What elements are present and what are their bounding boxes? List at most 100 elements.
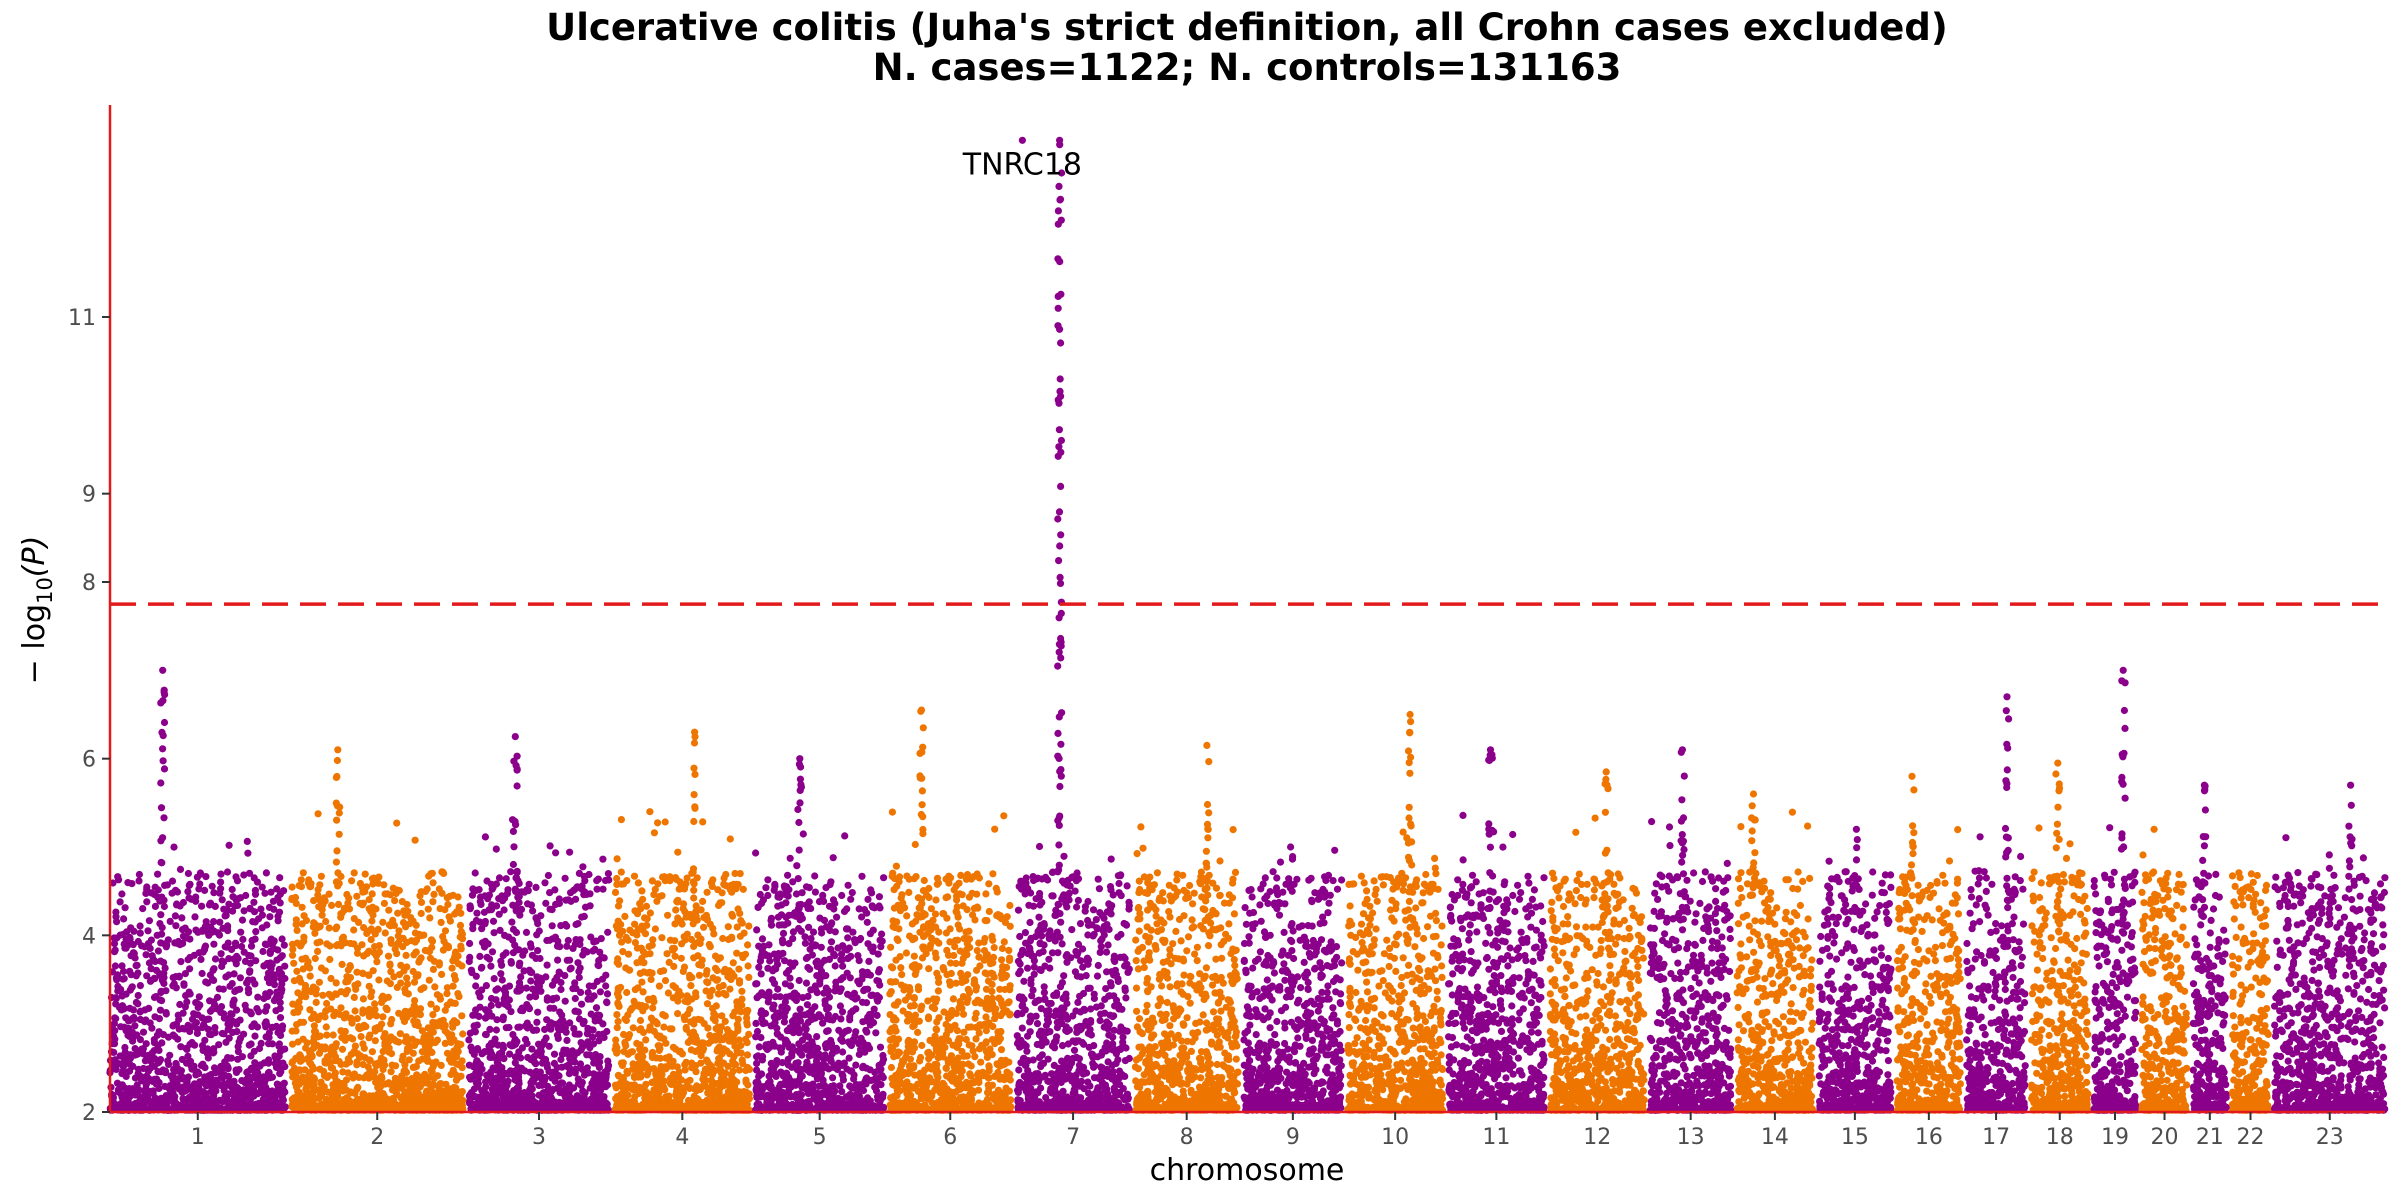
snp-point (149, 1087, 157, 1095)
snp-point (522, 984, 531, 992)
snp-point (118, 890, 126, 898)
snp-point (159, 745, 167, 753)
snp-point (417, 985, 425, 994)
snp-point (513, 867, 521, 875)
snp-point (236, 1034, 244, 1042)
snp-point (301, 1066, 309, 1074)
snp-point (142, 1040, 150, 1048)
snp-point (655, 892, 664, 901)
snp-point (414, 1022, 422, 1030)
snp-point (185, 988, 193, 996)
snp-point (483, 877, 491, 885)
snp-point (348, 877, 356, 885)
snp-point (567, 889, 575, 897)
snp-point (509, 925, 518, 934)
snp-point (290, 959, 298, 967)
snp-point (429, 1011, 437, 1019)
snp-point (669, 946, 677, 954)
snp-point (319, 991, 327, 999)
snp-point (152, 966, 161, 975)
snp-point (143, 1072, 151, 1080)
snp-point (446, 1034, 454, 1042)
snp-point (333, 923, 341, 931)
snp-point (227, 1054, 235, 1062)
snp-point (743, 1021, 751, 1029)
snp-point (365, 905, 373, 913)
snp-point (295, 882, 303, 890)
snp-point (316, 922, 324, 930)
snp-point (729, 959, 737, 967)
snp-point (695, 971, 704, 979)
snp-point (377, 1089, 385, 1097)
snp-point (465, 1061, 473, 1069)
snp-point (417, 898, 426, 907)
snp-point (732, 881, 740, 889)
snp-point (509, 827, 517, 836)
snp-point (699, 897, 707, 906)
snp-point (300, 989, 308, 997)
snp-point (511, 821, 520, 829)
snp-point (251, 980, 259, 988)
snp-point (716, 1093, 724, 1101)
snp-point (317, 872, 325, 880)
snp-point (326, 955, 334, 964)
snp-point (365, 1012, 373, 1021)
snp-point (142, 1016, 150, 1024)
snp-point (686, 974, 694, 982)
snp-point (738, 995, 746, 1003)
snp-point (384, 993, 392, 1001)
snp-point (186, 1027, 194, 1036)
snp-point (576, 964, 584, 972)
snp-point (246, 1008, 254, 1016)
snp-point (120, 1004, 128, 1012)
snp-point (159, 732, 167, 740)
snp-point (148, 1062, 156, 1070)
snp-point (595, 957, 603, 965)
snp-point (237, 928, 245, 936)
snp-point (143, 898, 151, 906)
snp-point (148, 1049, 156, 1057)
snp-point (534, 920, 542, 928)
snp-point (529, 1078, 537, 1086)
snp-point (504, 886, 512, 894)
snp-point (456, 921, 465, 930)
snp-point (416, 1005, 425, 1013)
snp-point (253, 1072, 261, 1080)
snp-point (680, 1084, 688, 1092)
snp-point (429, 879, 437, 887)
snp-point (580, 1017, 588, 1026)
snp-point (367, 936, 375, 944)
snp-point (134, 991, 142, 1000)
snp-point (400, 1090, 408, 1099)
snp-point (372, 905, 380, 913)
snp-point (704, 1058, 712, 1066)
snp-point (565, 1070, 574, 1078)
snp-point (669, 994, 677, 1002)
snp-point (541, 1093, 549, 1101)
snp-point (279, 1059, 287, 1067)
snp-point (453, 1091, 461, 1099)
snp-point (617, 1059, 626, 1067)
snp-point (178, 914, 186, 922)
snp-point (134, 1000, 142, 1008)
snp-point (420, 931, 428, 939)
snp-point (554, 1034, 562, 1042)
snp-point (453, 908, 461, 916)
snp-point (471, 869, 479, 877)
snp-point (641, 914, 649, 922)
snp-point (219, 1098, 227, 1106)
snp-point (459, 1096, 467, 1104)
snp-point (702, 970, 710, 978)
snp-point (646, 808, 654, 816)
snp-point (164, 936, 172, 944)
snp-point (722, 870, 730, 879)
snp-point (622, 1042, 630, 1050)
snp-point (526, 1068, 534, 1076)
snp-point (655, 1077, 664, 1085)
snp-point (450, 1017, 458, 1025)
snp-point (578, 1043, 587, 1051)
snp-point (126, 1060, 134, 1068)
snp-point (530, 1058, 539, 1066)
snp-point (711, 1032, 719, 1040)
snp-point (511, 885, 519, 893)
